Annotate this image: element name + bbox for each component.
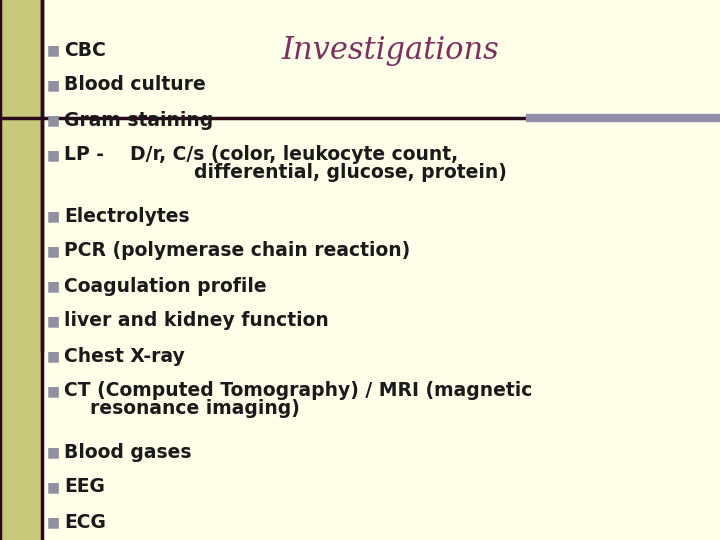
Text: resonance imaging): resonance imaging) — [64, 400, 300, 419]
Text: ECG: ECG — [64, 512, 106, 531]
Text: CBC: CBC — [64, 40, 106, 59]
Text: Gram staining: Gram staining — [64, 111, 213, 130]
Text: Blood culture: Blood culture — [64, 76, 205, 94]
Text: LP -    D/r, C/s (color, leukocyte count,: LP - D/r, C/s (color, leukocyte count, — [64, 145, 458, 165]
Text: ■: ■ — [48, 279, 60, 293]
Text: liver and kidney function: liver and kidney function — [64, 312, 328, 330]
Text: ■: ■ — [48, 384, 60, 398]
Text: PCR (polymerase chain reaction): PCR (polymerase chain reaction) — [64, 241, 410, 260]
Text: ■: ■ — [48, 78, 60, 92]
Text: ■: ■ — [48, 349, 60, 363]
Text: ■: ■ — [48, 148, 60, 162]
Text: ■: ■ — [48, 113, 60, 127]
Text: Blood gases: Blood gases — [64, 442, 192, 462]
Text: ■: ■ — [48, 480, 60, 494]
Text: ■: ■ — [48, 244, 60, 258]
Text: Electrolytes: Electrolytes — [64, 206, 189, 226]
Text: ■: ■ — [48, 445, 60, 459]
Text: CT (Computed Tomography) / MRI (magnetic: CT (Computed Tomography) / MRI (magnetic — [64, 381, 532, 401]
Text: differential, glucose, protein): differential, glucose, protein) — [64, 164, 507, 183]
Text: Investigations: Investigations — [281, 35, 499, 65]
Text: ■: ■ — [48, 314, 60, 328]
Text: EEG: EEG — [64, 477, 104, 496]
Bar — [0, 0, 42, 540]
Text: Chest X-ray: Chest X-ray — [64, 347, 184, 366]
Text: ■: ■ — [48, 515, 60, 529]
Text: Coagulation profile: Coagulation profile — [64, 276, 266, 295]
Text: ■: ■ — [48, 43, 60, 57]
Text: ■: ■ — [48, 209, 60, 223]
